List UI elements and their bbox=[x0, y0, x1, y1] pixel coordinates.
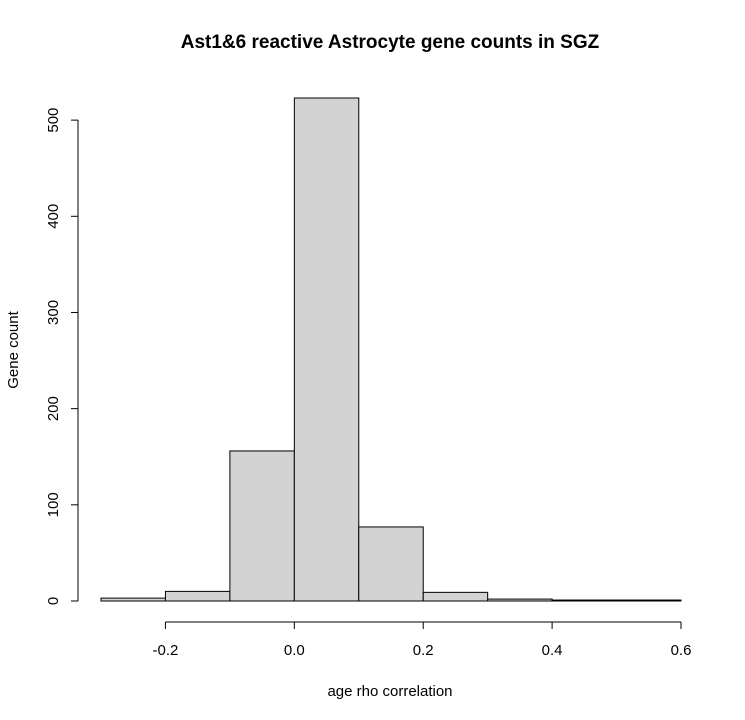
x-tick-label: 0.4 bbox=[542, 642, 563, 659]
y-axis: 0 100 200 300 400 500 bbox=[45, 108, 79, 605]
x-axis: -0.2 0.0 0.2 0.4 0.6 bbox=[153, 621, 692, 659]
x-axis-label: age rho correlation bbox=[327, 683, 452, 700]
histogram-bar-2 bbox=[229, 450, 295, 602]
histogram-bar-7 bbox=[551, 599, 618, 602]
y-tick-label: 200 bbox=[45, 396, 62, 421]
chart-title: Ast1&6 reactive Astrocyte gene counts in… bbox=[181, 32, 600, 53]
y-tick-label: 0 bbox=[45, 597, 62, 605]
x-tick-label: -0.2 bbox=[153, 642, 179, 659]
x-tick-label: 0.0 bbox=[284, 642, 305, 659]
histogram-bar-8 bbox=[616, 599, 682, 602]
bars-group bbox=[100, 97, 682, 602]
histogram-bar-3 bbox=[293, 97, 360, 602]
y-tick-label: 300 bbox=[45, 300, 62, 325]
y-tick-label: 400 bbox=[45, 204, 62, 229]
y-tick-label: 500 bbox=[45, 108, 62, 133]
x-tick-label: 0.2 bbox=[413, 642, 434, 659]
histogram-bar-5 bbox=[422, 591, 489, 602]
histogram-bar-1 bbox=[164, 590, 231, 602]
histogram-bar-4 bbox=[358, 526, 424, 602]
histogram-bar-6 bbox=[487, 598, 553, 602]
y-axis-label: Gene count bbox=[5, 310, 22, 388]
y-tick-label: 100 bbox=[45, 492, 62, 517]
x-tick-label: 0.6 bbox=[671, 642, 692, 659]
histogram-bar-0 bbox=[100, 597, 166, 602]
